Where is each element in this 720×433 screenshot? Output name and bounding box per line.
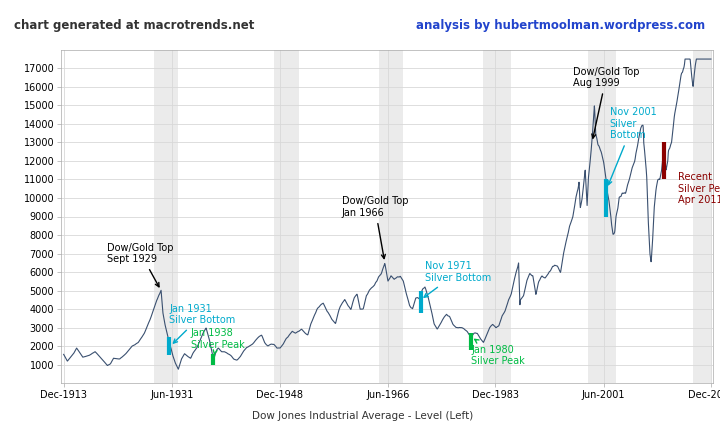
Bar [274, 50, 299, 383]
Text: Dow Jones Industrial Average - Level (Left): Dow Jones Industrial Average - Level (Le… [252, 410, 473, 421]
Text: Dow/Gold Top
Aug 1999: Dow/Gold Top Aug 1999 [573, 67, 639, 138]
Bar [379, 50, 403, 383]
Text: ✓: ✓ [238, 410, 246, 421]
Text: Jan 1980
Silver Peak: Jan 1980 Silver Peak [471, 339, 525, 366]
Bar [693, 50, 711, 383]
Text: Nov 1971
Silver Bottom: Nov 1971 Silver Bottom [424, 261, 491, 297]
Text: Dow/Gold Top
Jan 1966: Dow/Gold Top Jan 1966 [342, 197, 408, 259]
Bar [153, 50, 179, 383]
Text: Dow/Gold Top
Sept 1929: Dow/Gold Top Sept 1929 [107, 243, 174, 287]
Text: Nov 2001
Silver
Bottom: Nov 2001 Silver Bottom [608, 107, 657, 185]
Bar [483, 50, 511, 383]
Text: Jan 1938
Silver Peak: Jan 1938 Silver Peak [191, 328, 244, 355]
Bar [588, 50, 616, 383]
Text: analysis by hubertmoolman.wordpress.com: analysis by hubertmoolman.wordpress.com [416, 19, 706, 32]
Text: chart generated at macrotrends.net: chart generated at macrotrends.net [14, 19, 255, 32]
Text: Jan 1931
Silver Bottom: Jan 1931 Silver Bottom [169, 304, 235, 343]
Text: Recent
Silver Peak
Apr 2011: Recent Silver Peak Apr 2011 [678, 172, 720, 205]
